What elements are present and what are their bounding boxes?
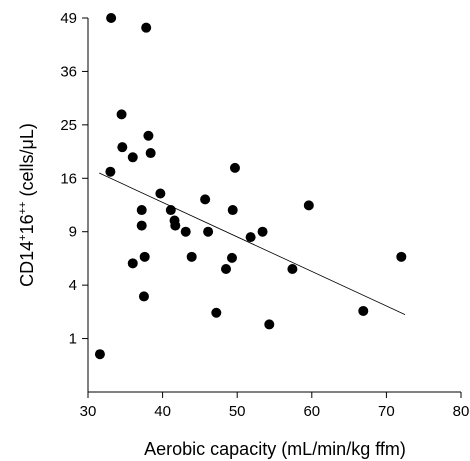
y-tick-label: 4 <box>69 277 77 294</box>
data-point <box>200 194 211 205</box>
data-point <box>396 251 407 262</box>
data-point <box>127 152 138 163</box>
data-point <box>155 188 166 199</box>
y-tick-label: 49 <box>60 10 77 27</box>
data-point <box>303 200 314 211</box>
data-points <box>94 13 407 360</box>
y-tick-label: 9 <box>69 224 77 241</box>
data-point <box>165 205 176 216</box>
y-tick-label: 1 <box>69 331 77 348</box>
data-point <box>203 226 214 237</box>
data-point <box>180 226 191 237</box>
x-axis-title: Aerobic capacity (mL/min/kg ffm) <box>144 439 406 459</box>
data-point <box>257 226 268 237</box>
data-point <box>287 263 298 274</box>
y-axis-title-main: CD14 <box>17 241 37 287</box>
data-point <box>358 305 369 316</box>
data-point <box>226 252 237 263</box>
data-point <box>116 109 127 120</box>
data-point <box>94 349 105 360</box>
data-point <box>186 251 197 262</box>
x-tick-label: 80 <box>453 403 470 420</box>
data-point <box>139 251 150 262</box>
y-axis-title-sup2: ++ <box>17 202 29 215</box>
x-tick-label: 60 <box>303 403 320 420</box>
x-tick-label: 40 <box>154 403 171 420</box>
data-point <box>245 232 256 243</box>
y-axis-title-sup1: + <box>17 234 29 240</box>
y-tick-label: 25 <box>60 117 77 134</box>
data-point <box>170 220 181 231</box>
data-point <box>127 258 138 269</box>
data-point <box>136 205 147 216</box>
y-axis-title-mid: 16 <box>17 214 37 234</box>
data-point <box>229 162 240 173</box>
data-point <box>145 148 156 159</box>
data-point <box>138 291 149 302</box>
data-point <box>106 13 117 23</box>
data-point <box>227 205 238 216</box>
data-point <box>264 319 275 330</box>
data-point <box>117 142 128 153</box>
data-point <box>143 130 154 141</box>
data-point <box>211 307 222 318</box>
x-tick-label: 30 <box>80 403 97 420</box>
data-point <box>221 263 232 274</box>
data-point <box>141 22 152 33</box>
data-point <box>105 166 116 177</box>
y-axis-title: CD14+16++ (cells/μL) <box>17 123 37 287</box>
y-axis-title-end: (cells/μL) <box>17 123 37 201</box>
y-tick-label: 36 <box>60 63 77 80</box>
data-point <box>136 220 147 231</box>
y-tick-label: 16 <box>60 170 77 187</box>
x-axis-ticks: 30 40 50 60 70 80 <box>80 392 470 420</box>
trend-line <box>99 172 406 315</box>
x-tick-label: 50 <box>229 403 246 420</box>
x-tick-label: 70 <box>378 403 395 420</box>
